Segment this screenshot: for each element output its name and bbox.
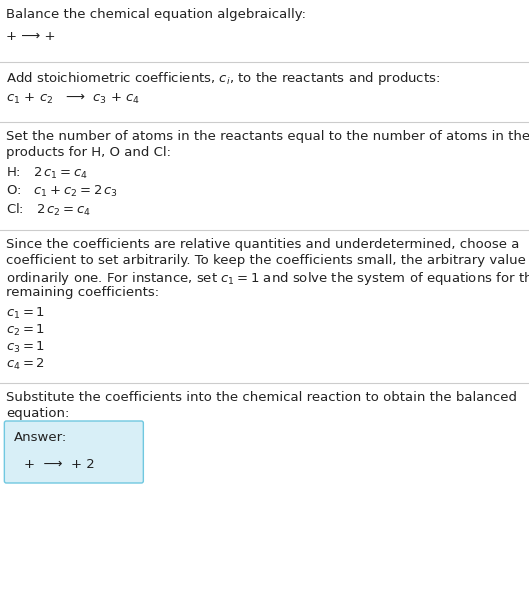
- Text: Set the number of atoms in the reactants equal to the number of atoms in the: Set the number of atoms in the reactants…: [6, 130, 529, 143]
- Text: equation:: equation:: [6, 407, 70, 420]
- Text: $c_2 = 1$: $c_2 = 1$: [6, 323, 45, 338]
- Text: Since the coefficients are relative quantities and underdetermined, choose a: Since the coefficients are relative quan…: [6, 238, 519, 251]
- Text: Add stoichiometric coefficients, $c_i$, to the reactants and products:: Add stoichiometric coefficients, $c_i$, …: [6, 70, 441, 87]
- Text: Balance the chemical equation algebraically:: Balance the chemical equation algebraica…: [6, 8, 306, 21]
- Text: $c_4 = 2$: $c_4 = 2$: [6, 357, 45, 372]
- Text: + ⟶ +: + ⟶ +: [6, 30, 56, 43]
- FancyBboxPatch shape: [4, 421, 143, 483]
- Text: Substitute the coefficients into the chemical reaction to obtain the balanced: Substitute the coefficients into the che…: [6, 391, 517, 404]
- Text: Cl:   $2\,c_2 = c_4$: Cl: $2\,c_2 = c_4$: [6, 202, 92, 218]
- Text: remaining coefficients:: remaining coefficients:: [6, 286, 159, 299]
- Text: +  ⟶  + 2: + ⟶ + 2: [24, 458, 95, 471]
- Text: $c_1 = 1$: $c_1 = 1$: [6, 306, 45, 321]
- Text: H:   $2\,c_1 = c_4$: H: $2\,c_1 = c_4$: [6, 166, 88, 181]
- Text: products for H, O and Cl:: products for H, O and Cl:: [6, 146, 171, 159]
- Text: $c_1$ + $c_2$   ⟶  $c_3$ + $c_4$: $c_1$ + $c_2$ ⟶ $c_3$ + $c_4$: [6, 92, 141, 106]
- Text: coefficient to set arbitrarily. To keep the coefficients small, the arbitrary va: coefficient to set arbitrarily. To keep …: [6, 254, 529, 267]
- Text: ordinarily one. For instance, set $c_1 = 1$ and solve the system of equations fo: ordinarily one. For instance, set $c_1 =…: [6, 270, 529, 287]
- Text: Answer:: Answer:: [14, 431, 68, 444]
- Text: $c_3 = 1$: $c_3 = 1$: [6, 340, 45, 355]
- Text: O:   $c_1 + c_2 = 2\,c_3$: O: $c_1 + c_2 = 2\,c_3$: [6, 184, 118, 199]
